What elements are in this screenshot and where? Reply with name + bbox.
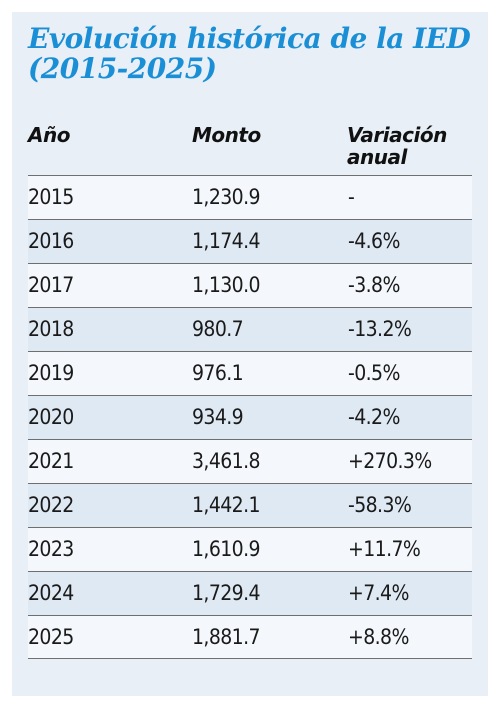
variation-cell: -0.5%: [348, 361, 400, 385]
amount-cell: 934.9: [192, 405, 244, 429]
variation-cell: +8.8%: [348, 625, 409, 649]
year-cell: 2020: [28, 405, 74, 429]
year-cell: 2018: [28, 317, 74, 341]
amount-cell: 1,442.1: [192, 493, 260, 517]
table-row: 2017 1,130.0 -3.8%: [28, 263, 472, 307]
table-row: 2015 1,230.9 -: [28, 175, 472, 219]
amount-cell: 3,461.8: [192, 449, 260, 473]
table-row: 2021 3,461.8 +270.3%: [28, 439, 472, 483]
year-cell: 2025: [28, 625, 74, 649]
year-cell: 2016: [28, 229, 74, 253]
variation-cell: +11.7%: [348, 537, 421, 561]
table-row: 2023 1,610.9 +11.7%: [28, 527, 472, 571]
variation-cell: -58.3%: [348, 493, 412, 517]
table-row: 2019 976.1 -0.5%: [28, 351, 472, 395]
table-row: 2020 934.9 -4.2%: [28, 395, 472, 439]
year-cell: 2019: [28, 361, 74, 385]
table-row: 2022 1,442.1 -58.3%: [28, 483, 472, 527]
column-header-amount: Monto: [192, 123, 261, 147]
table-row: 2025 1,881.7 +8.8%: [28, 615, 472, 659]
variation-cell: -3.8%: [348, 273, 400, 297]
table-row: 2024 1,729.4 +7.4%: [28, 571, 472, 615]
table-body: 2015 1,230.9 - 2016 1,174.4 -4.6% 2017 1…: [28, 175, 472, 659]
variation-cell: +270.3%: [348, 449, 432, 473]
amount-cell: 980.7: [192, 317, 244, 341]
column-header-variation: Variación anual: [347, 123, 447, 169]
amount-cell: 1,610.9: [192, 537, 260, 561]
table-title: Evolución histórica de la IED (2015-2025…: [28, 22, 471, 85]
variation-cell: -4.2%: [348, 405, 400, 429]
amount-cell: 1,130.0: [192, 273, 260, 297]
amount-cell: 1,230.9: [192, 185, 260, 209]
amount-cell: 976.1: [192, 361, 244, 385]
variation-cell: -4.6%: [348, 229, 400, 253]
variation-cell: -13.2%: [348, 317, 412, 341]
variation-cell: +7.4%: [348, 581, 409, 605]
year-cell: 2017: [28, 273, 74, 297]
table-row: 2016 1,174.4 -4.6%: [28, 219, 472, 263]
amount-cell: 1,729.4: [192, 581, 260, 605]
table-card: Evolución histórica de la IED (2015-2025…: [12, 12, 488, 696]
column-header-year: Año: [28, 123, 70, 147]
amount-cell: 1,174.4: [192, 229, 260, 253]
year-cell: 2023: [28, 537, 74, 561]
year-cell: 2022: [28, 493, 74, 517]
amount-cell: 1,881.7: [192, 625, 260, 649]
year-cell: 2015: [28, 185, 74, 209]
table-row: 2018 980.7 -13.2%: [28, 307, 472, 351]
variation-cell: -: [348, 185, 355, 209]
year-cell: 2021: [28, 449, 74, 473]
year-cell: 2024: [28, 581, 74, 605]
